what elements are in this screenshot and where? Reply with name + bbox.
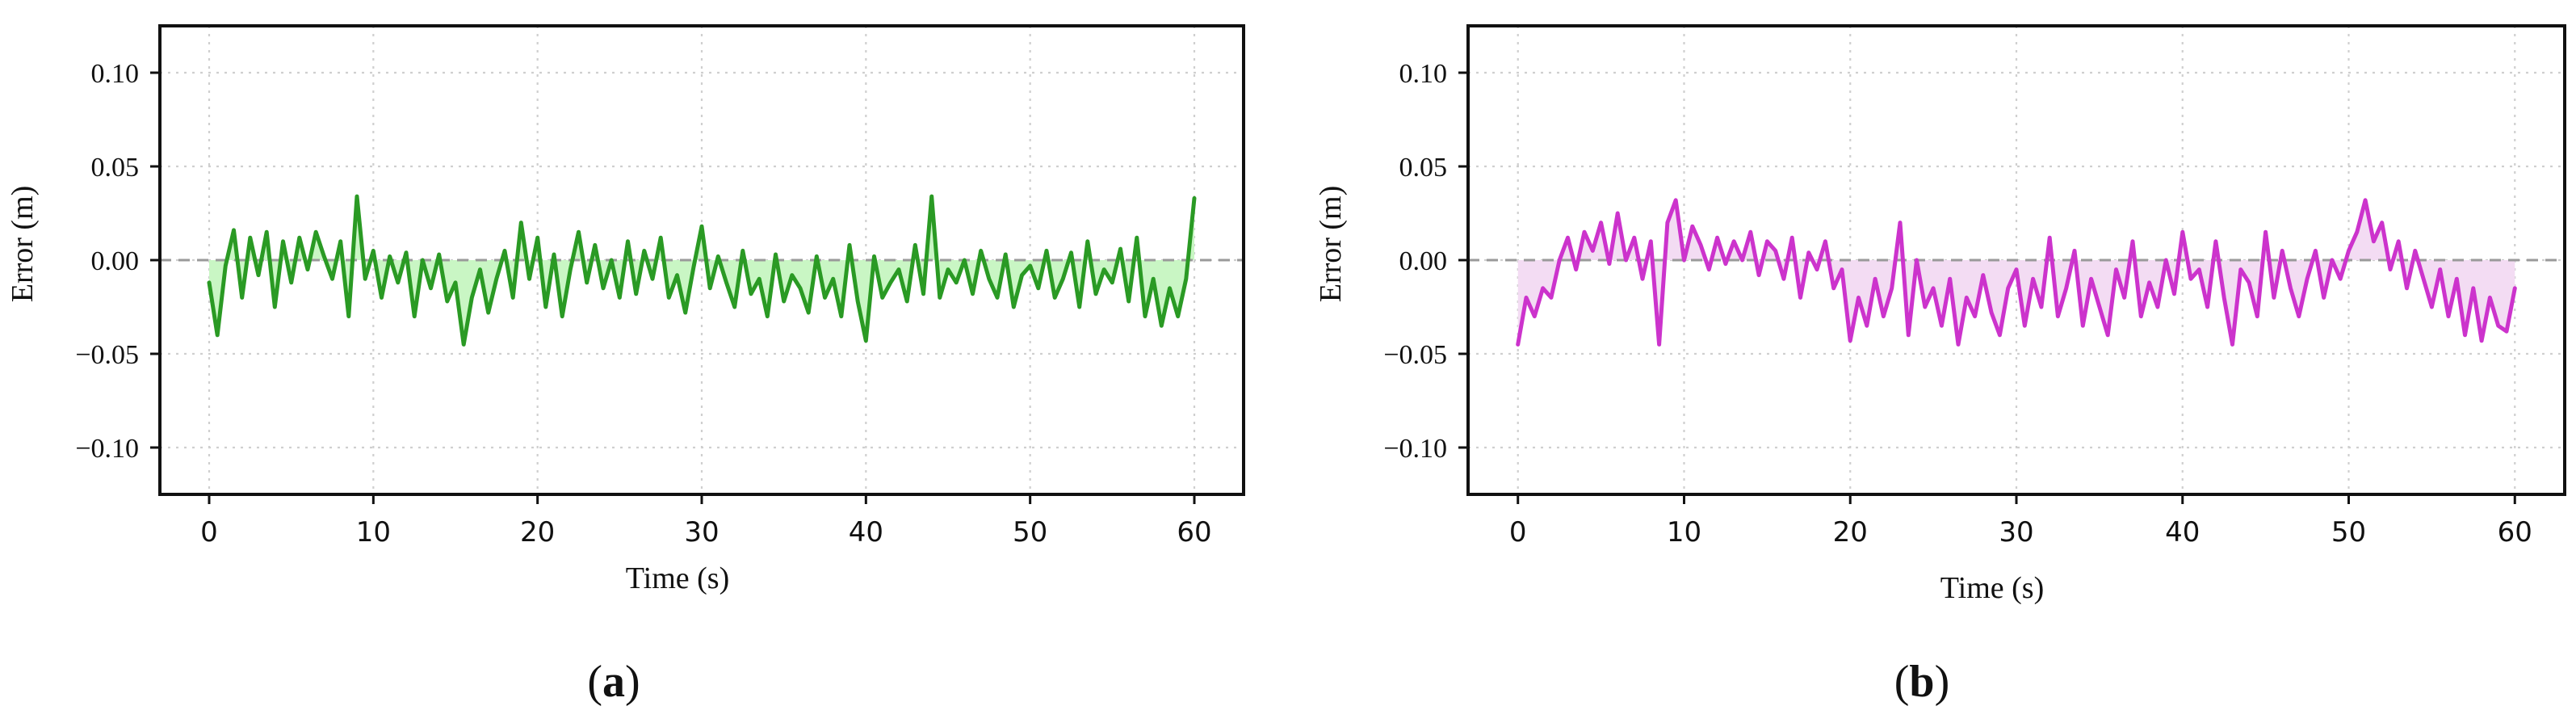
- x-axis-label: Time (s): [626, 561, 729, 595]
- panel-label-close-paren: ): [625, 657, 640, 707]
- y-tick-label: −0.10: [75, 434, 139, 464]
- panel-label-open-paren: (: [587, 657, 602, 707]
- y-tick-label: 0.10: [1399, 59, 1448, 89]
- x-tick-label: 50: [1013, 516, 1047, 549]
- y-tick-label: 0.05: [91, 153, 140, 183]
- x-axis-label: Time (s): [1940, 571, 2044, 605]
- panel-b-chart: 0 10 20 30 40 50 60 0.10 0.05 0.00 −0.05 −0.10 Time …: [1314, 24, 2566, 707]
- x-tick-label: 0: [1509, 516, 1527, 549]
- y-axis-label: Error (m): [1314, 186, 1348, 303]
- y-tick-label: 0.00: [1399, 246, 1448, 276]
- y-tick-label: −0.10: [1383, 434, 1447, 464]
- x-tick-label: 10: [356, 516, 391, 549]
- x-tick-label: 10: [1667, 516, 1701, 549]
- series-fill-area: [209, 196, 1194, 345]
- x-tick-label: 50: [2331, 516, 2366, 549]
- panel-a-chart: 0 10 20 30 40 50 60 0.10 0.05 0.00 −0.05 −0.10 Time …: [6, 24, 1245, 707]
- error-series-line: [207, 194, 1197, 347]
- panel-label: (a): [587, 657, 640, 707]
- y-tick-label: −0.05: [1383, 340, 1447, 370]
- panel-label-letter: a: [602, 657, 625, 707]
- error-series-line: [1516, 198, 2517, 347]
- y-tick-label: 0.10: [91, 59, 140, 89]
- x-tick-label: 30: [1999, 516, 2033, 549]
- panel-label-letter: b: [1909, 657, 1934, 707]
- x-tick-label: 60: [2498, 516, 2532, 549]
- panel-label-close-paren: ): [1935, 657, 1950, 707]
- y-axis-label: Error (m): [6, 186, 40, 303]
- y-tick-label: 0.05: [1399, 153, 1448, 183]
- x-tick-label: 40: [2165, 516, 2200, 549]
- x-tick-label: 20: [520, 516, 555, 549]
- x-tick-label: 60: [1177, 516, 1211, 549]
- x-tick-label: 40: [849, 516, 883, 549]
- x-tick-label: 20: [1833, 516, 1868, 549]
- y-tick-label: −0.05: [75, 340, 139, 370]
- y-tick-label: 0.00: [91, 246, 140, 276]
- x-tick-label: 30: [684, 516, 719, 549]
- panel-label: (b): [1894, 657, 1949, 707]
- panel-label-open-paren: (: [1894, 657, 1910, 707]
- x-tick-label: 0: [200, 516, 218, 549]
